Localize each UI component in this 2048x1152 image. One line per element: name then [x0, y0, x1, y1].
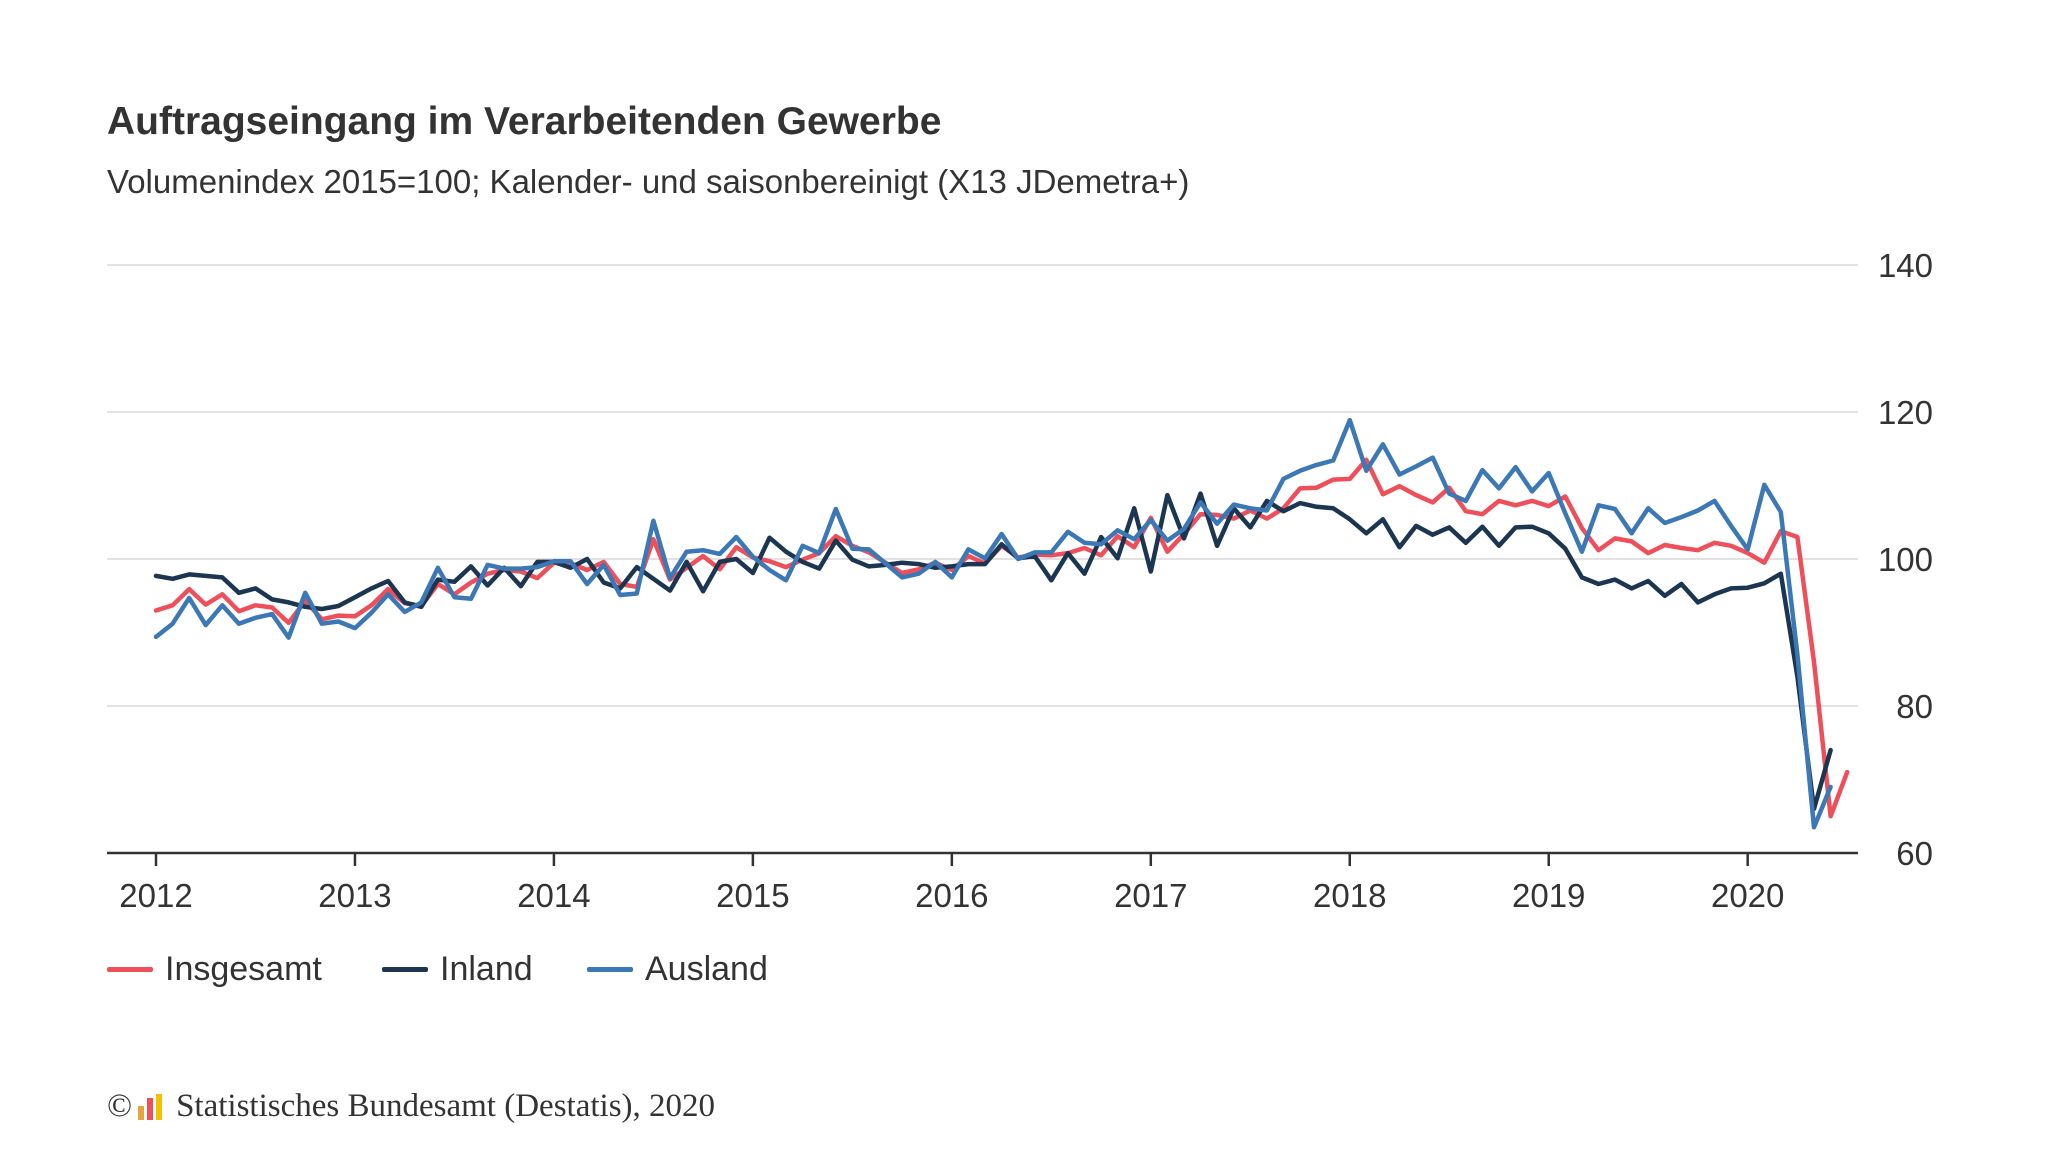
legend-label-inland: Inland — [440, 950, 533, 988]
y-tick-label: 60 — [1896, 835, 1933, 872]
logo-bar — [156, 1093, 163, 1120]
legend-item-insgesamt: Insgesamt — [107, 950, 322, 989]
y-tick-label: 80 — [1896, 688, 1933, 725]
destatis-logo-icon — [138, 1093, 166, 1120]
y-tick-label: 140 — [1878, 247, 1933, 284]
legend-swatch-inland — [382, 967, 428, 972]
chart-subtitle: Volumenindex 2015=100; Kalender- und sai… — [107, 163, 1190, 200]
source-text: Statistisches Bundesamt (Destatis), 2020 — [176, 1088, 716, 1124]
legend-swatch-ausland — [587, 967, 633, 972]
x-tick-label: 2016 — [915, 877, 988, 914]
x-tick-label: 2020 — [1711, 877, 1784, 914]
y-tick-label: 120 — [1878, 394, 1933, 431]
legend-swatch-insgesamt — [107, 967, 153, 972]
x-tick-label: 2012 — [119, 877, 192, 914]
logo-bar — [147, 1097, 154, 1120]
x-tick-label: 2014 — [517, 877, 590, 914]
legend-item-inland: Inland — [382, 950, 533, 989]
copyright-symbol: © — [107, 1088, 133, 1124]
series-line-inland — [153, 491, 1833, 812]
chart-title: Auftragseingang im Verarbeitenden Gewerb… — [107, 100, 942, 143]
legend-item-ausland: Ausland — [587, 950, 768, 989]
legend-label-insgesamt: Insgesamt — [165, 950, 322, 988]
x-tick-label: 2017 — [1114, 877, 1187, 914]
x-tick-label: 2018 — [1313, 877, 1386, 914]
x-tick-label: 2019 — [1512, 877, 1585, 914]
x-tick-label: 2013 — [318, 877, 391, 914]
x-tick-label: 2015 — [716, 877, 789, 914]
series-line-ausland — [153, 417, 1833, 830]
y-tick-label: 100 — [1878, 541, 1933, 578]
source-footer: © Statistisches Bundesamt (Destatis), 20… — [107, 1088, 715, 1125]
logo-bar — [138, 1105, 145, 1120]
legend-label-ausland: Ausland — [645, 950, 768, 988]
